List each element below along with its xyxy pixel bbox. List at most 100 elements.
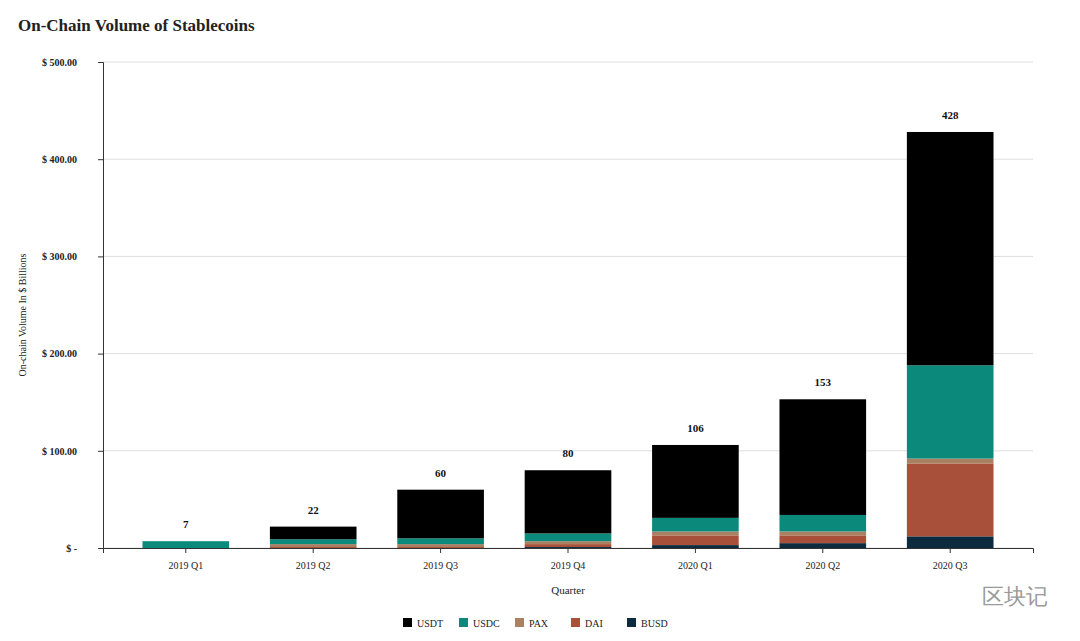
legend-label: USDC [473, 618, 500, 629]
tick-mark [950, 548, 951, 553]
bar [397, 548, 484, 549]
tick-mark [185, 548, 186, 553]
tick: $ 500.00 [42, 57, 103, 68]
total-label: 60 [435, 467, 447, 479]
bar [270, 544, 357, 547]
tick: $ 300.00 [42, 251, 103, 262]
legend: USDT USDC PAX DAI BUSD [403, 618, 668, 629]
tick-label: 2019 Q2 [296, 560, 331, 571]
tick: $ 400.00 [42, 154, 103, 165]
y-axis-title: On-chain Volume In $ Billions [17, 253, 28, 376]
legend-label: BUSD [641, 618, 668, 629]
tick-mark [822, 548, 823, 553]
axis-line [104, 549, 1034, 554]
tick: $ 200.00 [42, 348, 103, 359]
tick: $ 100.00 [42, 446, 103, 457]
bar [525, 541, 612, 544]
bar [779, 515, 866, 532]
tick-label: 2019 Q3 [423, 560, 458, 571]
tick-mark [98, 354, 103, 355]
tick-label: $ 200.00 [42, 348, 77, 359]
tick: 2020 Q2 [805, 548, 840, 571]
tick-mark [695, 548, 696, 553]
tick-label: 2019 Q1 [168, 560, 203, 571]
tick-mark [98, 548, 103, 549]
bars [142, 132, 993, 548]
series [270, 463, 994, 548]
bar [907, 536, 994, 548]
bar [652, 445, 739, 518]
total-label: 106 [687, 422, 704, 434]
y-axis: $ - $ 100.00 $ 200.00 $ 300.00 $ 400.00 $ 500… [42, 57, 104, 554]
tick-label: 2019 Q4 [551, 560, 586, 571]
total-label: 153 [815, 376, 832, 388]
tick-label: $ 300.00 [42, 251, 77, 262]
total-label: 7 [183, 518, 189, 530]
bar [270, 548, 357, 549]
bar [142, 541, 229, 548]
total-label: 428 [942, 109, 959, 121]
grid-line [103, 353, 1033, 354]
bar [907, 132, 994, 365]
totals: 7 22 60 80 106 153 428 [183, 109, 959, 530]
bar [907, 463, 994, 536]
bar [525, 470, 612, 533]
tick-label: $ 100.00 [42, 446, 77, 457]
tick-mark [568, 548, 569, 553]
legend-swatch [571, 618, 580, 627]
bar [142, 541, 229, 542]
x-axis: 2019 Q1 2019 Q2 2019 Q3 2019 Q4 2020 Q1 2020 … [104, 548, 1034, 571]
legend-label: USDT [417, 618, 443, 629]
axis-line [98, 63, 104, 549]
bar [652, 531, 739, 535]
tick-mark [98, 62, 103, 63]
bar [270, 527, 357, 540]
bar [525, 533, 612, 541]
tick-label: 2020 Q2 [805, 560, 840, 571]
grid [103, 62, 1033, 548]
tick-mark [313, 548, 314, 553]
legend-swatch [627, 618, 636, 627]
title: On-Chain Volume of Stablecoins [18, 16, 255, 35]
tick-label: $ 500.00 [42, 57, 77, 68]
tick: 2019 Q2 [296, 548, 331, 571]
grid-line [103, 62, 1033, 63]
tick-mark [98, 159, 103, 160]
legend-swatch [515, 618, 524, 627]
tick: 2019 Q4 [551, 548, 586, 571]
total-label: 22 [308, 504, 320, 516]
tick: 2019 Q3 [423, 548, 458, 571]
bar [652, 518, 739, 532]
bar [779, 543, 866, 548]
bar [397, 544, 484, 547]
bar [652, 535, 739, 545]
series [270, 132, 994, 539]
grid-line [103, 159, 1033, 160]
tick-label: $ - [66, 543, 77, 554]
bar [779, 531, 866, 535]
bar [779, 399, 866, 515]
tick-mark [98, 256, 103, 257]
legend-swatch [403, 618, 412, 627]
bar [652, 545, 739, 548]
tick-label: 2020 Q3 [933, 560, 968, 571]
bar [779, 535, 866, 543]
legend-label: PAX [529, 618, 549, 629]
bar [397, 538, 484, 544]
bar [525, 544, 612, 547]
series [270, 459, 994, 547]
bar [907, 365, 994, 458]
tick: 2019 Q1 [168, 548, 203, 571]
x-axis-title: Quarter [551, 584, 585, 596]
total-label: 80 [563, 447, 575, 459]
legend-label: DAI [585, 618, 603, 629]
tick: 2020 Q3 [933, 548, 968, 571]
tick: $ - [66, 543, 103, 554]
grid-line [103, 256, 1033, 257]
tick: 2020 Q1 [678, 548, 713, 571]
legend-swatch [459, 618, 468, 627]
bar [270, 539, 357, 544]
series [142, 365, 993, 548]
tick-label: 2020 Q1 [678, 560, 713, 571]
tick-label: $ 400.00 [42, 154, 77, 165]
